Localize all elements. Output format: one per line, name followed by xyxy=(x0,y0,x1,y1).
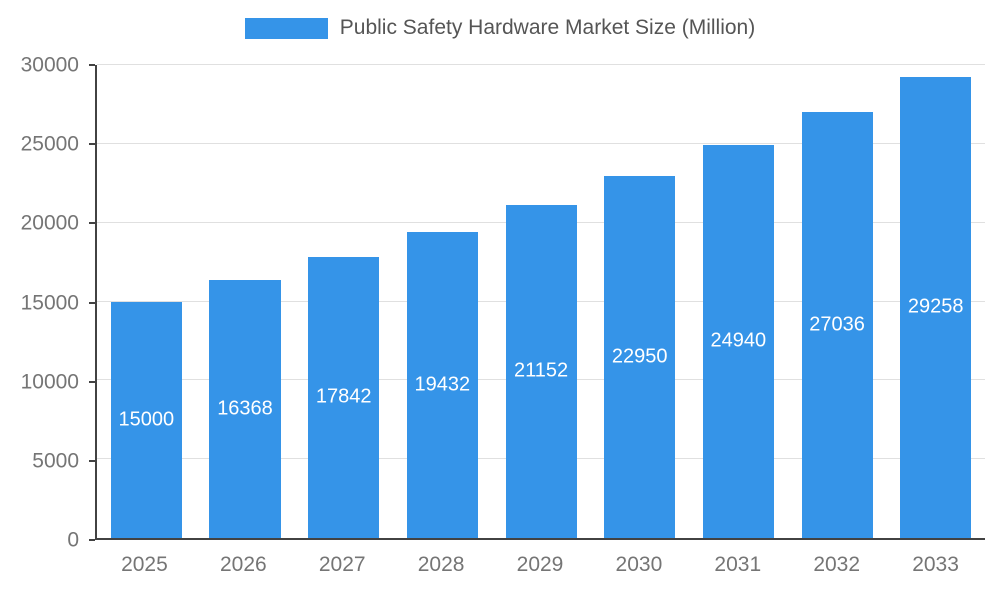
bar: 15000 xyxy=(110,301,182,538)
bar-slot: 19432 xyxy=(393,65,492,538)
bar-value-label: 15000 xyxy=(118,408,175,431)
y-axis-tick xyxy=(89,222,95,225)
bar-slot: 21152 xyxy=(492,65,591,538)
bar-value-label: 17842 xyxy=(315,385,372,408)
bar-value-label: 19432 xyxy=(414,373,471,396)
y-axis-tick xyxy=(89,64,95,66)
bars: 15000 16368 17842 19432 21152 22950 24940 27036… xyxy=(97,65,985,538)
y-axis-tick xyxy=(89,459,95,462)
bar: 22950 xyxy=(604,176,676,538)
bar: 17842 xyxy=(308,256,380,538)
bar: 16368 xyxy=(209,279,281,538)
bar-slot: 17842 xyxy=(294,65,393,538)
x-tick-label: 2029 xyxy=(516,553,564,576)
bar: 24940 xyxy=(702,144,774,538)
y-tick-label: 10000 xyxy=(20,370,79,394)
bar-value-label: 16368 xyxy=(217,397,273,420)
plot-area: 15000 16368 17842 19432 21152 22950 24940 27036… xyxy=(95,64,985,540)
x-tick-label: 2030 xyxy=(615,553,663,576)
bar-value-label: 22950 xyxy=(611,345,668,368)
x-tick-label: 2025 xyxy=(121,553,168,576)
bar-slot: 27036 xyxy=(788,65,887,538)
y-axis-tick xyxy=(89,143,95,146)
bar-slot: 15000 xyxy=(97,65,196,538)
bar-slot: 29258 xyxy=(886,65,985,538)
y-axis-tick xyxy=(89,301,95,304)
bar: 27036 xyxy=(801,111,873,538)
x-axis: 2025 2026 2027 2028 2029 2030 2031 2032 2033 xyxy=(95,553,985,577)
bar-slot: 16368 xyxy=(196,65,295,538)
chart-title: Public Safety Hardware Market Size (Mill… xyxy=(339,16,756,39)
x-tick-label: 2032 xyxy=(813,553,861,576)
y-tick-label: 30000 xyxy=(20,53,79,77)
bar: 21152 xyxy=(505,204,577,538)
bar-value-label: 24940 xyxy=(710,329,767,352)
x-tick-label: 2028 xyxy=(417,553,465,576)
y-tick-label: 15000 xyxy=(20,291,79,314)
y-tick-label: 5000 xyxy=(32,449,79,473)
bar-value-label: 29258 xyxy=(907,295,964,318)
bar-value-label: 21152 xyxy=(513,359,569,382)
bar: 19432 xyxy=(406,231,478,538)
gridline xyxy=(97,142,985,144)
legend-swatch xyxy=(244,17,328,39)
bar-value-label: 27036 xyxy=(809,313,865,336)
y-axis: 0 5000 10000 15000 20000 25000 30000 xyxy=(0,55,95,551)
y-tick-label: 0 xyxy=(67,528,79,552)
y-tick-label: 25000 xyxy=(20,132,79,156)
chart-legend: Public Safety Hardware Market Size (Mill… xyxy=(0,16,1000,40)
gridline xyxy=(97,64,985,65)
x-tick-label: 2026 xyxy=(219,553,267,576)
x-tick-label: 2027 xyxy=(318,553,366,576)
bar-slot: 22950 xyxy=(590,65,689,538)
x-tick-label: 2033 xyxy=(912,553,959,576)
y-axis-tick xyxy=(89,539,95,541)
bar: 29258 xyxy=(900,76,972,538)
y-tick-label: 20000 xyxy=(20,211,79,235)
bar-slot: 24940 xyxy=(689,65,788,538)
x-tick-label: 2031 xyxy=(714,553,762,576)
y-axis-tick xyxy=(89,380,95,383)
